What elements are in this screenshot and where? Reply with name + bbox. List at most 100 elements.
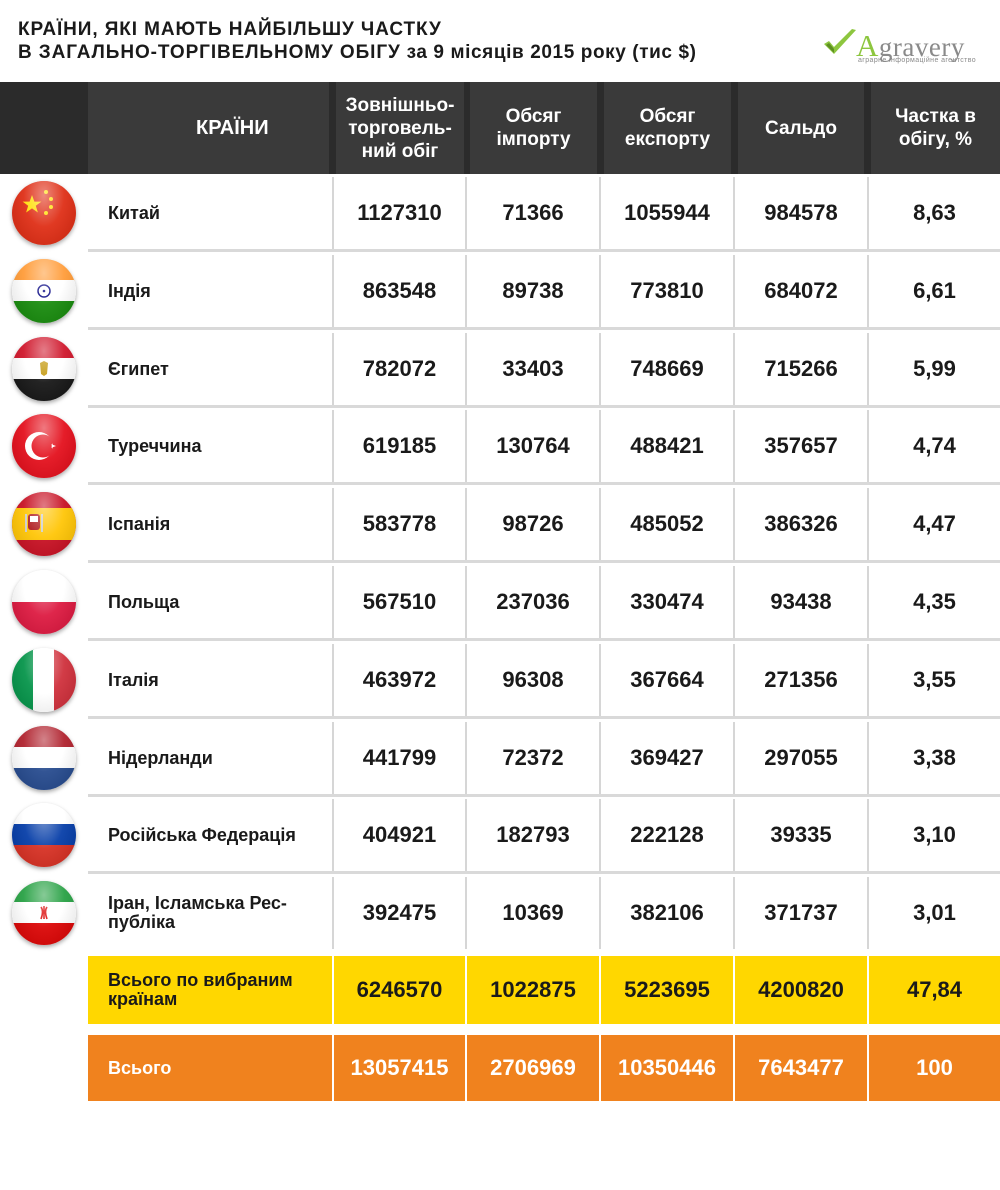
header-line: Обсяг bbox=[639, 106, 696, 127]
share-cell: 3,10 bbox=[867, 799, 1000, 871]
imports-cell: 1022875 bbox=[465, 956, 599, 1024]
balance-cell: 984578 bbox=[733, 177, 867, 249]
turnover-cell: 6246570 bbox=[332, 956, 465, 1024]
imports-cell: 71366 bbox=[465, 177, 599, 249]
imports-cell: 96308 bbox=[465, 644, 599, 716]
table-row: Російська Федерація 404921 182793 222128 393… bbox=[88, 799, 1000, 874]
exports-cell: 748669 bbox=[599, 333, 733, 405]
header-line: Сальдо bbox=[765, 117, 837, 139]
poland-flag-icon bbox=[12, 570, 76, 634]
share-cell: 3,01 bbox=[867, 877, 1000, 949]
header-countries: КРАЇНИ bbox=[88, 82, 329, 174]
netherlands-flag-icon bbox=[12, 726, 76, 790]
turnover-cell: 619185 bbox=[332, 410, 465, 482]
table-row: Іран, Ісламська Рес-публіка 392475 10369 38… bbox=[88, 877, 1000, 949]
country-name-cell: Туреччина bbox=[108, 435, 202, 456]
turnover-cell: 441799 bbox=[332, 722, 465, 794]
turnover-cell: 404921 bbox=[332, 799, 465, 871]
country-name-line: Всього по вибраним bbox=[108, 970, 293, 990]
balance-cell: 39335 bbox=[733, 799, 867, 871]
table-row: Польща 567510 237036 330474 93438 4,35 bbox=[88, 566, 1000, 641]
total-row: Всього 13057415 2706969 10350446 7643477 100 bbox=[88, 1035, 1000, 1101]
country-name-cell: Іран, Ісламська Рес-публіка bbox=[88, 877, 332, 949]
exports-cell: 1055944 bbox=[599, 177, 733, 249]
imports-cell: 2706969 bbox=[465, 1035, 599, 1101]
header-line: Обсяг bbox=[505, 106, 562, 127]
share-cell: 5,99 bbox=[867, 333, 1000, 405]
header-imports-text: Обсяг імпорту bbox=[496, 105, 570, 151]
balance-cell: 297055 bbox=[733, 722, 867, 794]
country-name-cell: Польща bbox=[108, 591, 180, 612]
turnover-cell: 583778 bbox=[332, 488, 465, 560]
share-cell: 4,47 bbox=[867, 488, 1000, 560]
turkey-flag-icon bbox=[12, 414, 76, 478]
logo-rest: gravery bbox=[878, 32, 965, 62]
share-cell: 47,84 bbox=[867, 956, 1000, 1024]
imports-cell: 33403 bbox=[465, 333, 599, 405]
table-row: Італія 463972 96308 367664 271356 3,55 bbox=[88, 644, 1000, 719]
country-name-cell: Нідерланди bbox=[108, 747, 213, 768]
share-cell: 3,38 bbox=[867, 722, 1000, 794]
header-exports-text: Обсяг експорту bbox=[625, 105, 710, 151]
iran-flag-icon bbox=[12, 881, 76, 945]
exports-cell: 5223695 bbox=[599, 956, 733, 1024]
table-row: Нідерланди 441799 72372 369427 297055 3,38 bbox=[88, 722, 1000, 797]
country-name-cell: Китай bbox=[108, 202, 160, 223]
country-name-cell: Іспанія bbox=[108, 513, 171, 534]
balance-cell: 271356 bbox=[733, 644, 867, 716]
header-line: ний обіг bbox=[361, 140, 439, 162]
table-row: Єгипет 782072 33403 748669 715266 5,99 bbox=[88, 333, 1000, 408]
country-name-cell: Єгипет bbox=[108, 358, 169, 379]
exports-cell: 10350446 bbox=[599, 1035, 733, 1101]
spain-flag-icon bbox=[12, 492, 76, 556]
country-name-cell: Всього по вибраним країнам bbox=[88, 956, 332, 1024]
country-name-cell: Італія bbox=[108, 669, 159, 690]
country-name-text: Іран, Ісламська Рес-публіка bbox=[108, 894, 287, 932]
header-line: імпорту bbox=[496, 129, 571, 150]
checkmark-icon bbox=[824, 29, 856, 54]
imports-cell: 130764 bbox=[465, 410, 599, 482]
turnover-cell: 392475 bbox=[332, 877, 465, 949]
exports-cell: 222128 bbox=[599, 799, 733, 871]
agravery-logo: Agravery аграрне інформаційне агентство bbox=[822, 24, 992, 68]
share-cell: 4,74 bbox=[867, 410, 1000, 482]
title-line-2-bold: В ЗАГАЛЬНО-ТОРГІВЕЛЬНОМУ ОБІГУ bbox=[18, 42, 401, 63]
exports-cell: 369427 bbox=[599, 722, 733, 794]
imports-cell: 237036 bbox=[465, 566, 599, 638]
imports-cell: 182793 bbox=[465, 799, 599, 871]
total-selected-row: Всього по вибраним країнам 6246570 1022875 5… bbox=[88, 956, 1000, 1024]
exports-cell: 382106 bbox=[599, 877, 733, 949]
header-share: Частка в обігу, % bbox=[871, 82, 1000, 174]
turnover-cell: 782072 bbox=[332, 333, 465, 405]
table-row: Туреччина 619185 130764 488421 357657 4,74 bbox=[88, 410, 1000, 485]
logo-text: Agravery bbox=[856, 28, 965, 64]
imports-cell: 72372 bbox=[465, 722, 599, 794]
header-turnover: Зовнішньо-торговель-ний обіг bbox=[336, 82, 464, 174]
balance-cell: 371737 bbox=[733, 877, 867, 949]
exports-cell: 488421 bbox=[599, 410, 733, 482]
header-line: Зовнішньо- bbox=[345, 94, 455, 116]
header-imports: Обсяг імпорту bbox=[470, 82, 597, 174]
logo-letter: A bbox=[856, 28, 879, 63]
header-line: Частка в bbox=[895, 106, 976, 127]
share-cell: 100 bbox=[867, 1035, 1000, 1101]
header-balance: Сальдо bbox=[738, 82, 864, 174]
turnover-cell: 13057415 bbox=[332, 1035, 465, 1101]
balance-cell: 684072 bbox=[733, 255, 867, 327]
header-balance-text: Сальдо bbox=[765, 117, 837, 140]
header-turnover-text: Зовнішньо-торговель-ний обіг bbox=[346, 94, 455, 163]
china-flag-icon bbox=[12, 181, 76, 245]
header-line: експорту bbox=[624, 129, 711, 150]
chart-title: КРАЇНИ, ЯКІ МАЮТЬ НАЙБІЛЬШУ ЧАСТКУ В ЗАГ… bbox=[18, 18, 798, 64]
title-line-2: В ЗАГАЛЬНО-ТОРГІВЕЛЬНОМУ ОБІГУ за 9 міся… bbox=[18, 41, 798, 64]
balance-cell: 386326 bbox=[733, 488, 867, 560]
italy-flag-icon bbox=[12, 648, 76, 712]
turnover-cell: 567510 bbox=[332, 566, 465, 638]
country-name-text: Всього по вибраним країнам bbox=[108, 971, 293, 1009]
india-flag-icon bbox=[12, 259, 76, 323]
header-share-text: Частка в обігу, % bbox=[895, 105, 976, 151]
country-name-cell: Російська Федерація bbox=[108, 824, 296, 845]
share-cell: 4,35 bbox=[867, 566, 1000, 638]
country-name-line: країнам bbox=[108, 989, 178, 1009]
country-name-line: публіка bbox=[108, 912, 176, 932]
